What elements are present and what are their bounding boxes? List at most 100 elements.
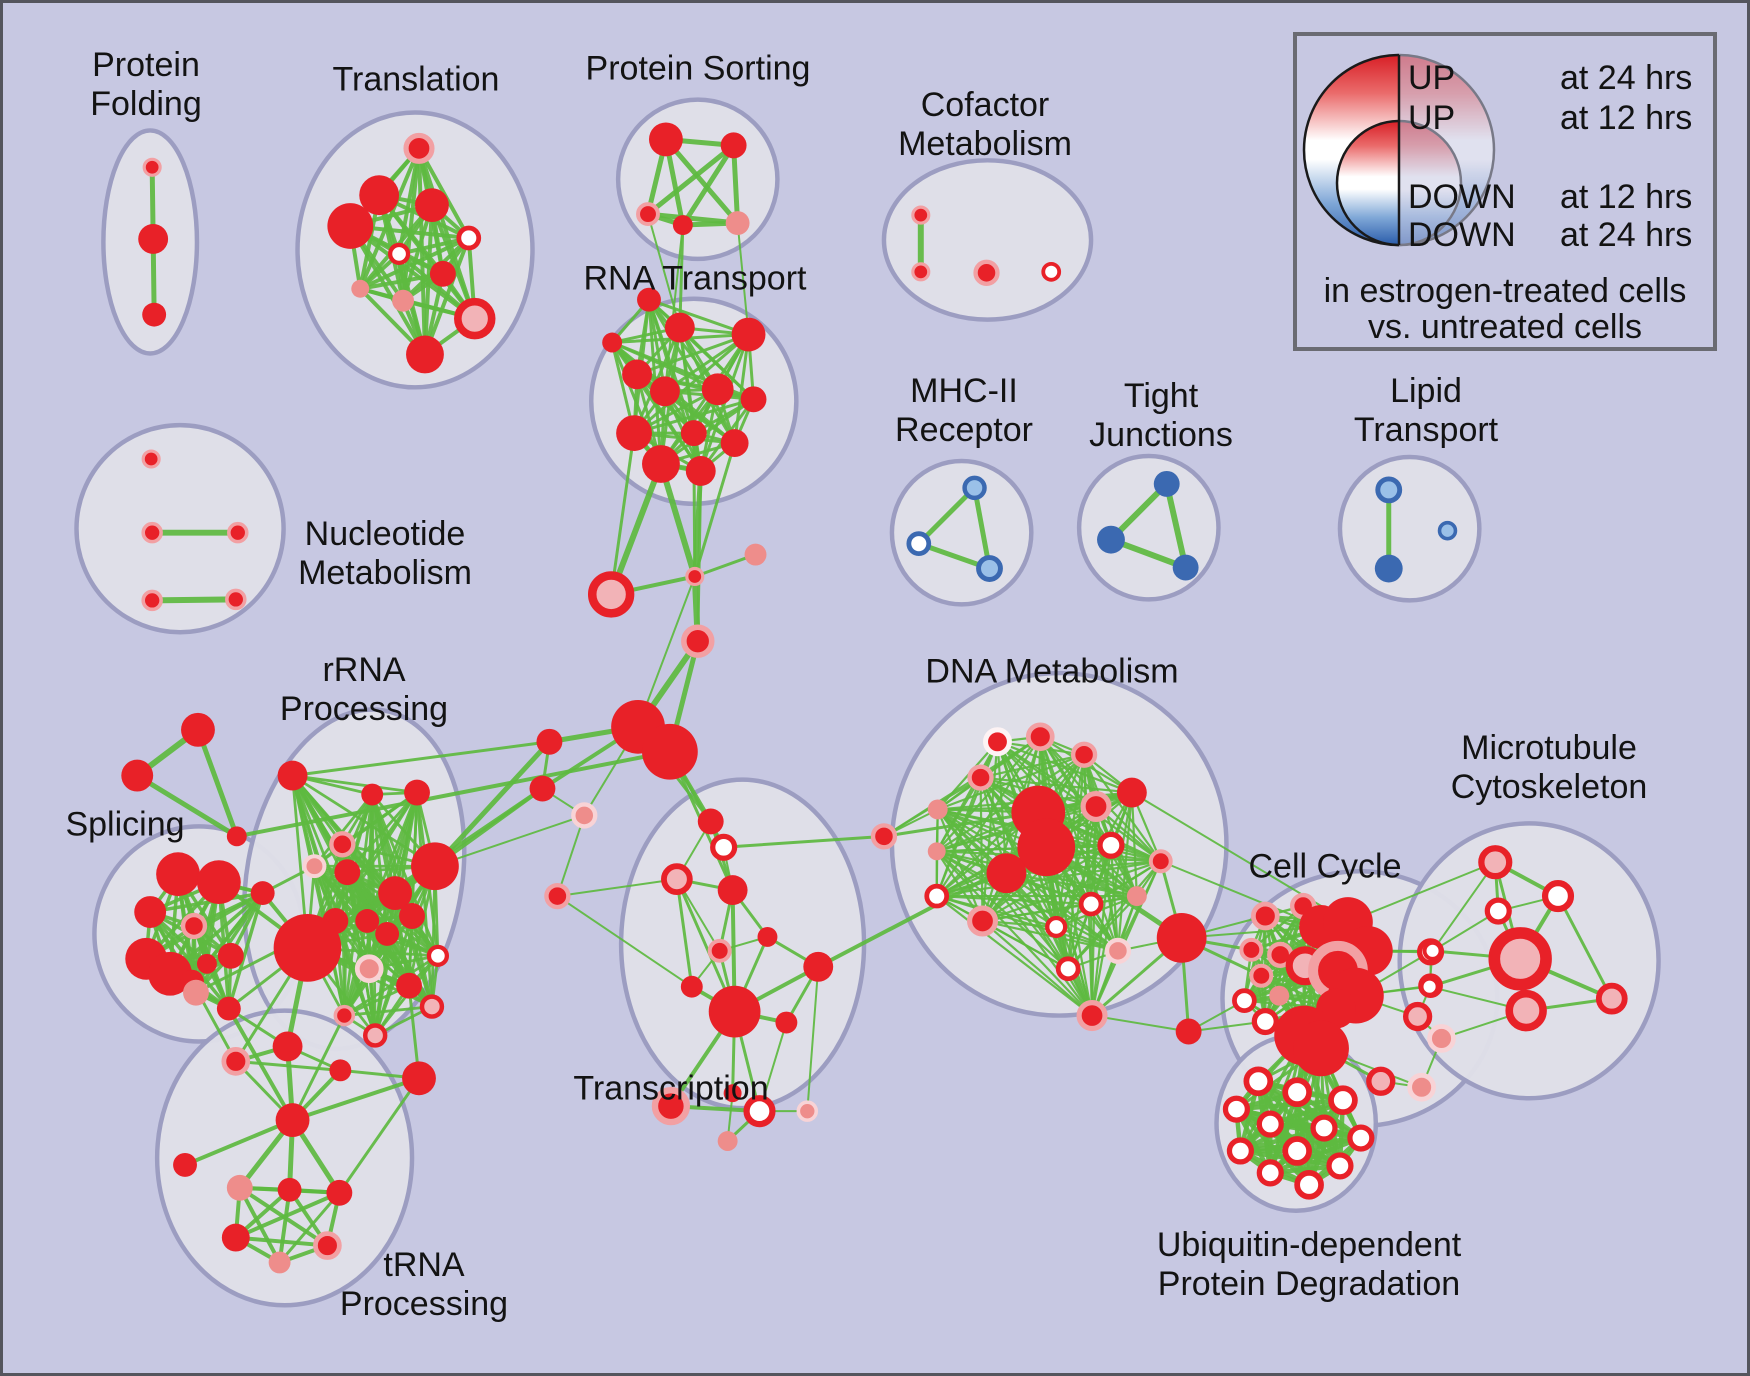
node-backbone (544, 882, 571, 910)
node-trna (272, 1031, 303, 1062)
legend-down-12-time: at 12 hrs (1560, 178, 1693, 216)
edge (979, 776, 1133, 794)
edge (1067, 860, 1162, 970)
node-rrna (375, 921, 400, 946)
node-translation (359, 175, 400, 216)
node-microtubule (1478, 845, 1513, 880)
edge (663, 136, 741, 226)
node-nucleotide (141, 589, 163, 612)
edge (609, 431, 636, 596)
edge (195, 727, 240, 839)
node-splicing (217, 942, 244, 969)
node-microtubule (1422, 940, 1443, 961)
edge (979, 776, 1162, 863)
node-cofactor (973, 259, 1000, 286)
edge (342, 954, 440, 1017)
node-mhc (976, 555, 1003, 582)
nodes-layer (121, 122, 1628, 1274)
cluster-ellipse-lipid (1337, 454, 1482, 603)
node-microtubule (1595, 982, 1628, 1015)
node-rnaTransport (616, 415, 652, 452)
node-dna (1055, 956, 1081, 982)
node-cofactor (911, 262, 931, 282)
node-microtubule (1484, 897, 1512, 925)
node-rnaTransport (740, 386, 767, 413)
node-backbone (870, 823, 898, 850)
node-nucleotide (225, 588, 247, 611)
edge (647, 298, 756, 401)
edge (693, 441, 737, 578)
edge (979, 753, 1086, 779)
edge (645, 142, 737, 217)
node-translation (406, 335, 444, 374)
node-translation (429, 260, 456, 287)
edge (385, 932, 434, 1008)
cluster-ellipse-nucleotide (74, 422, 286, 635)
cluster-ellipse-trna (154, 1008, 415, 1308)
legend-down-24-label: DOWN (1408, 216, 1516, 254)
edge (556, 814, 586, 898)
edge (234, 1059, 342, 1072)
node-cellcycle (1269, 985, 1290, 1006)
edge (433, 814, 586, 868)
node-splicing (250, 881, 275, 906)
node-trna (277, 1177, 302, 1202)
node-trna (326, 1179, 353, 1206)
edge (290, 1076, 421, 1123)
node-cofactor (911, 205, 931, 225)
node-splicing (196, 860, 241, 905)
edge (1039, 735, 1093, 906)
edge (1067, 894, 1138, 970)
edge (348, 224, 427, 357)
edge (134, 773, 240, 839)
edge (935, 894, 1094, 1017)
node-ccRight (1366, 1066, 1396, 1096)
edge (1346, 861, 1497, 923)
cluster-ellipse-mhc (889, 458, 1034, 607)
node-transcription (707, 938, 732, 963)
edge (278, 1191, 341, 1264)
node-transcription (717, 1131, 738, 1151)
node-rrna (302, 854, 327, 879)
node-dna (983, 727, 1012, 757)
node-dna (1078, 891, 1104, 917)
edge (806, 965, 820, 1113)
node-rrna (411, 842, 459, 891)
node-mhc (906, 531, 932, 556)
node-dna (967, 764, 994, 791)
edge (935, 850, 1094, 1017)
node-transcription (717, 875, 748, 906)
edge (935, 894, 1093, 906)
node-cellcycle (1249, 963, 1274, 988)
legend-up-24-label: UP (1408, 59, 1456, 97)
node-nucleotide (141, 449, 161, 469)
edge (358, 146, 421, 291)
node-backbone (529, 775, 556, 802)
node-translation (387, 242, 411, 266)
edge (556, 878, 678, 898)
node-rrna (378, 876, 413, 911)
node-proteinSorting (672, 215, 693, 235)
node-splicing (156, 852, 200, 897)
node-translation (403, 132, 435, 164)
node-dna (924, 883, 950, 909)
node-dna (1070, 741, 1098, 768)
edge (647, 298, 737, 445)
node-dna (1076, 1000, 1108, 1032)
node-ubiquitin (1310, 1114, 1338, 1142)
edge (1039, 735, 1120, 952)
node-splicingTriangle (226, 826, 247, 847)
node-cellcycle (1293, 1020, 1349, 1077)
node-rnaTransport (680, 420, 707, 447)
node-trna (268, 1251, 291, 1274)
node-microtubule (1541, 880, 1575, 913)
node-rrna (355, 909, 380, 933)
node-ubiquitin (1256, 1110, 1284, 1138)
legend-down-24-time: at 24 hrs (1560, 216, 1693, 254)
node-rnaTransport (685, 456, 716, 486)
node-backbone (744, 543, 767, 566)
edge (342, 793, 374, 1017)
node-dna (1017, 818, 1076, 877)
edge (183, 1118, 295, 1167)
